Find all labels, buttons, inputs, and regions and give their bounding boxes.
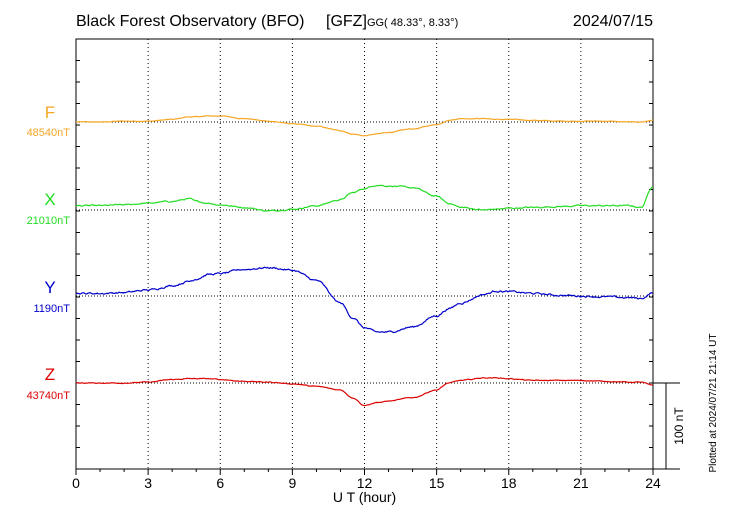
series-label-x: X: [44, 190, 55, 209]
trace-f: [75, 115, 654, 137]
x-axis-ticks: 0 3 6 9 12 15 18 21 24: [72, 60, 661, 491]
x-tick-label-0: 0: [72, 475, 80, 491]
trace-z: [75, 376, 654, 407]
agency-label: [GFZ]: [326, 13, 367, 30]
series-label-z: Z: [45, 365, 55, 384]
series-labels: F 48540nT X 21010nT Y 1190nT Z 43740nT: [27, 103, 71, 402]
x-tick-label-3: 3: [144, 475, 152, 491]
chart-title: Black Forest Observatory (BFO): [76, 13, 305, 30]
x-tick-label-18: 18: [501, 475, 517, 491]
series-label-f: F: [45, 103, 55, 122]
x-tick-label-6: 6: [216, 475, 224, 491]
baseline-value-f: 48540nT: [27, 127, 71, 139]
x-tick-label-12: 12: [357, 475, 373, 491]
plotted-timestamp: Plotted at 2024/07/21 21:14 UT: [708, 334, 719, 473]
grid-lines: [147, 39, 582, 469]
trace-y: [75, 266, 654, 334]
coord-prefix: GG: [367, 17, 384, 29]
scale-bar: 100 nT: [653, 382, 686, 470]
station-coordinates: ( 48.33°, 8.33°): [384, 17, 458, 29]
x-tick-label-24: 24: [645, 475, 661, 491]
series-traces: [75, 115, 654, 407]
plot-date: 2024/07/15: [573, 13, 653, 30]
x-tick-label-21: 21: [573, 475, 589, 491]
x-tick-label-9: 9: [288, 475, 296, 491]
baseline-value-y: 1190nT: [34, 303, 71, 315]
baseline-value-z: 43740nT: [27, 390, 71, 402]
trace-x: [75, 184, 654, 212]
baseline-value-x: 21010nT: [27, 215, 71, 227]
scale-bar-label: 100 nT: [672, 407, 686, 445]
x-tick-label-15: 15: [429, 475, 445, 491]
series-label-y: Y: [44, 278, 55, 297]
x-axis-label: U T (hour): [333, 489, 396, 505]
